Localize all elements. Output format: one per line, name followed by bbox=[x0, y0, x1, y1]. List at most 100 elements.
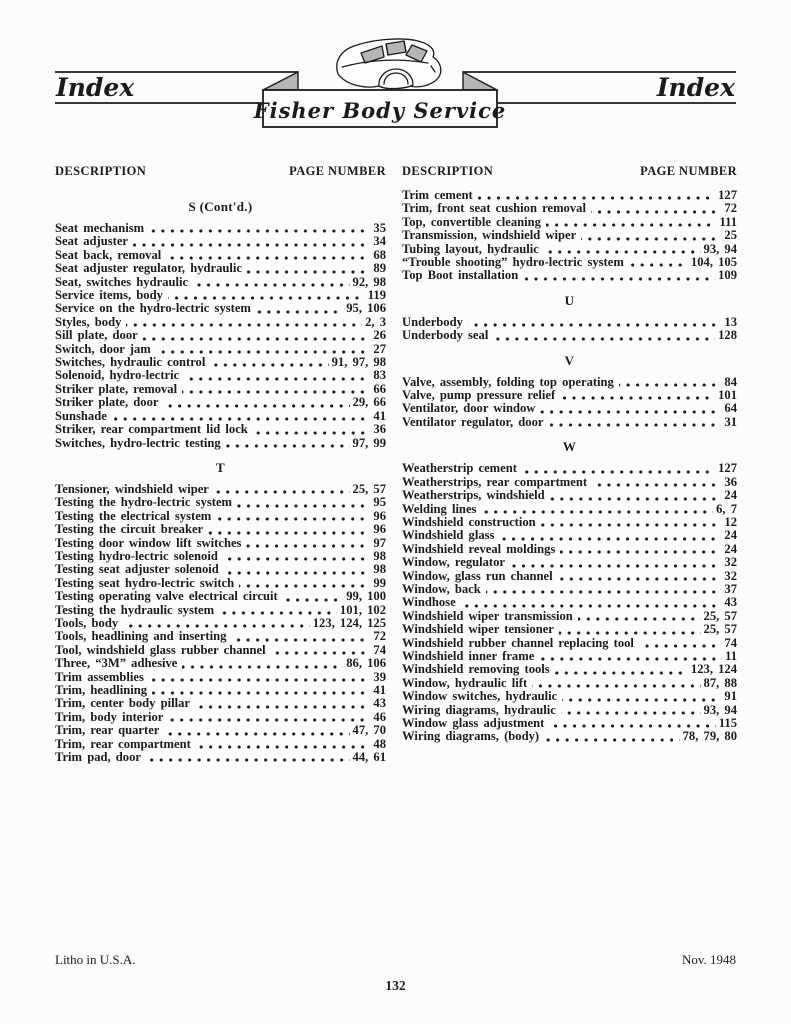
index-entry: Switches, hydraulic control 91, 97, 98 bbox=[55, 355, 386, 370]
entry-pages: 97, 99 bbox=[352, 435, 386, 450]
index-entry: Seat adjuster 34 bbox=[55, 234, 386, 249]
index-entry: Seat back, removal 68 bbox=[55, 248, 386, 262]
entry-pages: 83 bbox=[373, 368, 386, 383]
entry-pages: 109 bbox=[718, 268, 737, 283]
entry-label: Window, back bbox=[402, 581, 481, 596]
index-entry: Service items, body 119 bbox=[55, 288, 386, 302]
dot-leader bbox=[523, 276, 716, 281]
entry-label: Window, glass run channel bbox=[402, 568, 553, 583]
index-entry: Seat mechanism 35 bbox=[55, 221, 386, 235]
entry-label: Windshield rubber channel replacing tool bbox=[402, 635, 634, 650]
entry-label: Window, hydraulic lift bbox=[402, 675, 528, 690]
index-entry: Testing operating valve electrical circu… bbox=[55, 589, 386, 604]
entry-pages: 95 bbox=[373, 495, 386, 510]
index-sections-left: S (Cont'd.) Seat mechanism 35 Seat adjuster… bbox=[55, 189, 386, 764]
dot-leader bbox=[460, 603, 722, 608]
entry-label: Tubing layout, hydraulic bbox=[402, 241, 539, 256]
entry-label: Testing operating valve electrical circu… bbox=[55, 589, 278, 604]
entry-label: Trim, body interior bbox=[55, 709, 164, 724]
index-entry: Trim cement 127 bbox=[402, 188, 737, 202]
index-sections-right: Trim cement 127 Trim, front seat cushion r… bbox=[402, 188, 737, 744]
dot-leader bbox=[543, 250, 701, 255]
entry-pages: 96 bbox=[373, 508, 386, 523]
index-entry: Testing door window lift switches 97 bbox=[55, 535, 386, 550]
index-entry: Window, glass run channel 32 bbox=[402, 568, 737, 583]
entry-pages: 91, 97, 98 bbox=[331, 355, 386, 370]
dot-leader bbox=[111, 417, 371, 422]
dot-leader bbox=[282, 597, 344, 602]
entry-pages: 64 bbox=[724, 401, 737, 416]
index-entry: Testing the electrical system 96 bbox=[55, 508, 386, 523]
index-entry: Top Boot installation 109 bbox=[402, 268, 737, 283]
index-entry: Sunshade 41 bbox=[55, 409, 386, 423]
index-entry: Wiring diagrams, (body) 78, 79, 80 bbox=[402, 729, 737, 744]
entry-pages: 78, 79, 80 bbox=[682, 729, 737, 744]
entry-pages: 72 bbox=[373, 629, 386, 644]
entry-label: Testing door window lift switches bbox=[55, 535, 242, 550]
dot-leader bbox=[560, 711, 701, 715]
entry-pages: 24 bbox=[724, 528, 737, 543]
entry-label: Trim assemblies bbox=[55, 669, 144, 684]
index-entry: Window switches, hydraulic 91 bbox=[402, 689, 737, 703]
index-entry: Testing seat hydro-lectric switch 99 bbox=[55, 575, 386, 590]
dot-leader bbox=[223, 570, 371, 575]
dot-leader bbox=[246, 269, 371, 274]
entry-pages: 34 bbox=[373, 234, 386, 249]
car-body-icon bbox=[336, 38, 442, 90]
entry-label: Tools, headlining and inserting bbox=[55, 629, 227, 644]
index-entry: Windshield construction 12 bbox=[402, 515, 737, 529]
banner-box bbox=[262, 89, 498, 128]
entry-pages: 25 bbox=[724, 228, 737, 243]
dot-leader bbox=[216, 517, 371, 522]
page-number: 132 bbox=[385, 978, 406, 993]
left-ribbon-band bbox=[55, 71, 298, 104]
index-entry: Testing seat adjuster solenoid 98 bbox=[55, 562, 386, 577]
dot-leader bbox=[540, 523, 722, 528]
dot-leader bbox=[184, 376, 371, 381]
index-entry: Service on the hydro-lectric system 95, 1… bbox=[55, 302, 386, 316]
section-heading: V bbox=[564, 352, 575, 368]
dot-leader bbox=[166, 256, 371, 261]
entry-label: Ventilator regulator, door bbox=[402, 414, 544, 429]
index-entry: Testing the hydro-lectric system 95 bbox=[55, 495, 386, 510]
dot-leader bbox=[467, 323, 722, 328]
entry-label: Trim, rear quarter bbox=[55, 723, 160, 738]
banner-title: Fisher Body Service bbox=[253, 98, 507, 123]
entry-label: Underbody bbox=[402, 314, 463, 329]
index-entry: Weatherstrips, rear compartment 36 bbox=[402, 475, 737, 489]
entry-pages: 74 bbox=[373, 642, 386, 657]
entry-label: Tool, windshield glass rubber channel bbox=[55, 642, 266, 657]
dot-leader bbox=[182, 390, 371, 395]
dot-leader bbox=[558, 630, 701, 635]
entry-label: Valve, pump pressure relief bbox=[402, 388, 556, 403]
index-entry: Seat adjuster regulator, hydraulic 89 bbox=[55, 261, 386, 275]
entry-label: Testing seat adjuster solenoid bbox=[55, 562, 219, 577]
dot-leader bbox=[510, 563, 722, 568]
dot-leader bbox=[521, 469, 716, 474]
section-heading: S (Cont'd.) bbox=[188, 199, 253, 214]
dot-leader bbox=[168, 718, 371, 723]
entry-pages: 97 bbox=[373, 535, 386, 550]
index-entry: “Trouble shooting” hydro-lectric system 1… bbox=[402, 255, 737, 269]
entry-pages: 99 bbox=[373, 575, 386, 590]
entry-label: Seat adjuster bbox=[55, 234, 129, 249]
index-entry: Windshield wiper tensioner 25, 57 bbox=[402, 622, 737, 636]
index-column-left: DESCRIPTION PAGE NUMBER S (Cont'd.) Seat … bbox=[55, 164, 386, 764]
dot-leader bbox=[592, 483, 722, 488]
index-entry: Tensioner, windshield wiper 25, 57 bbox=[55, 481, 386, 496]
dot-leader bbox=[618, 383, 722, 388]
index-entry: Switch, door jam 27 bbox=[55, 342, 386, 356]
entry-pages: 25, 57 bbox=[352, 481, 386, 496]
entry-pages: 127 bbox=[718, 461, 737, 476]
entry-label: Tensioner, windshield wiper bbox=[55, 481, 209, 496]
dot-leader bbox=[549, 724, 716, 729]
entry-pages: 43 bbox=[724, 595, 737, 610]
entry-pages: 41 bbox=[373, 683, 386, 697]
entry-label: Tools, body bbox=[55, 615, 119, 630]
index-entry: Testing the hydraulic system 101, 102 bbox=[55, 603, 386, 617]
entry-pages: 6, 7 bbox=[716, 501, 737, 516]
index-column-right: DESCRIPTION PAGE NUMBER Trim cement 127 Tr… bbox=[402, 164, 737, 764]
column-header: DESCRIPTION PAGE NUMBER bbox=[55, 164, 386, 179]
index-entry: Testing hydro-lectric solenoid 98 bbox=[55, 549, 386, 563]
entry-label: Trim, headlining bbox=[55, 683, 148, 697]
